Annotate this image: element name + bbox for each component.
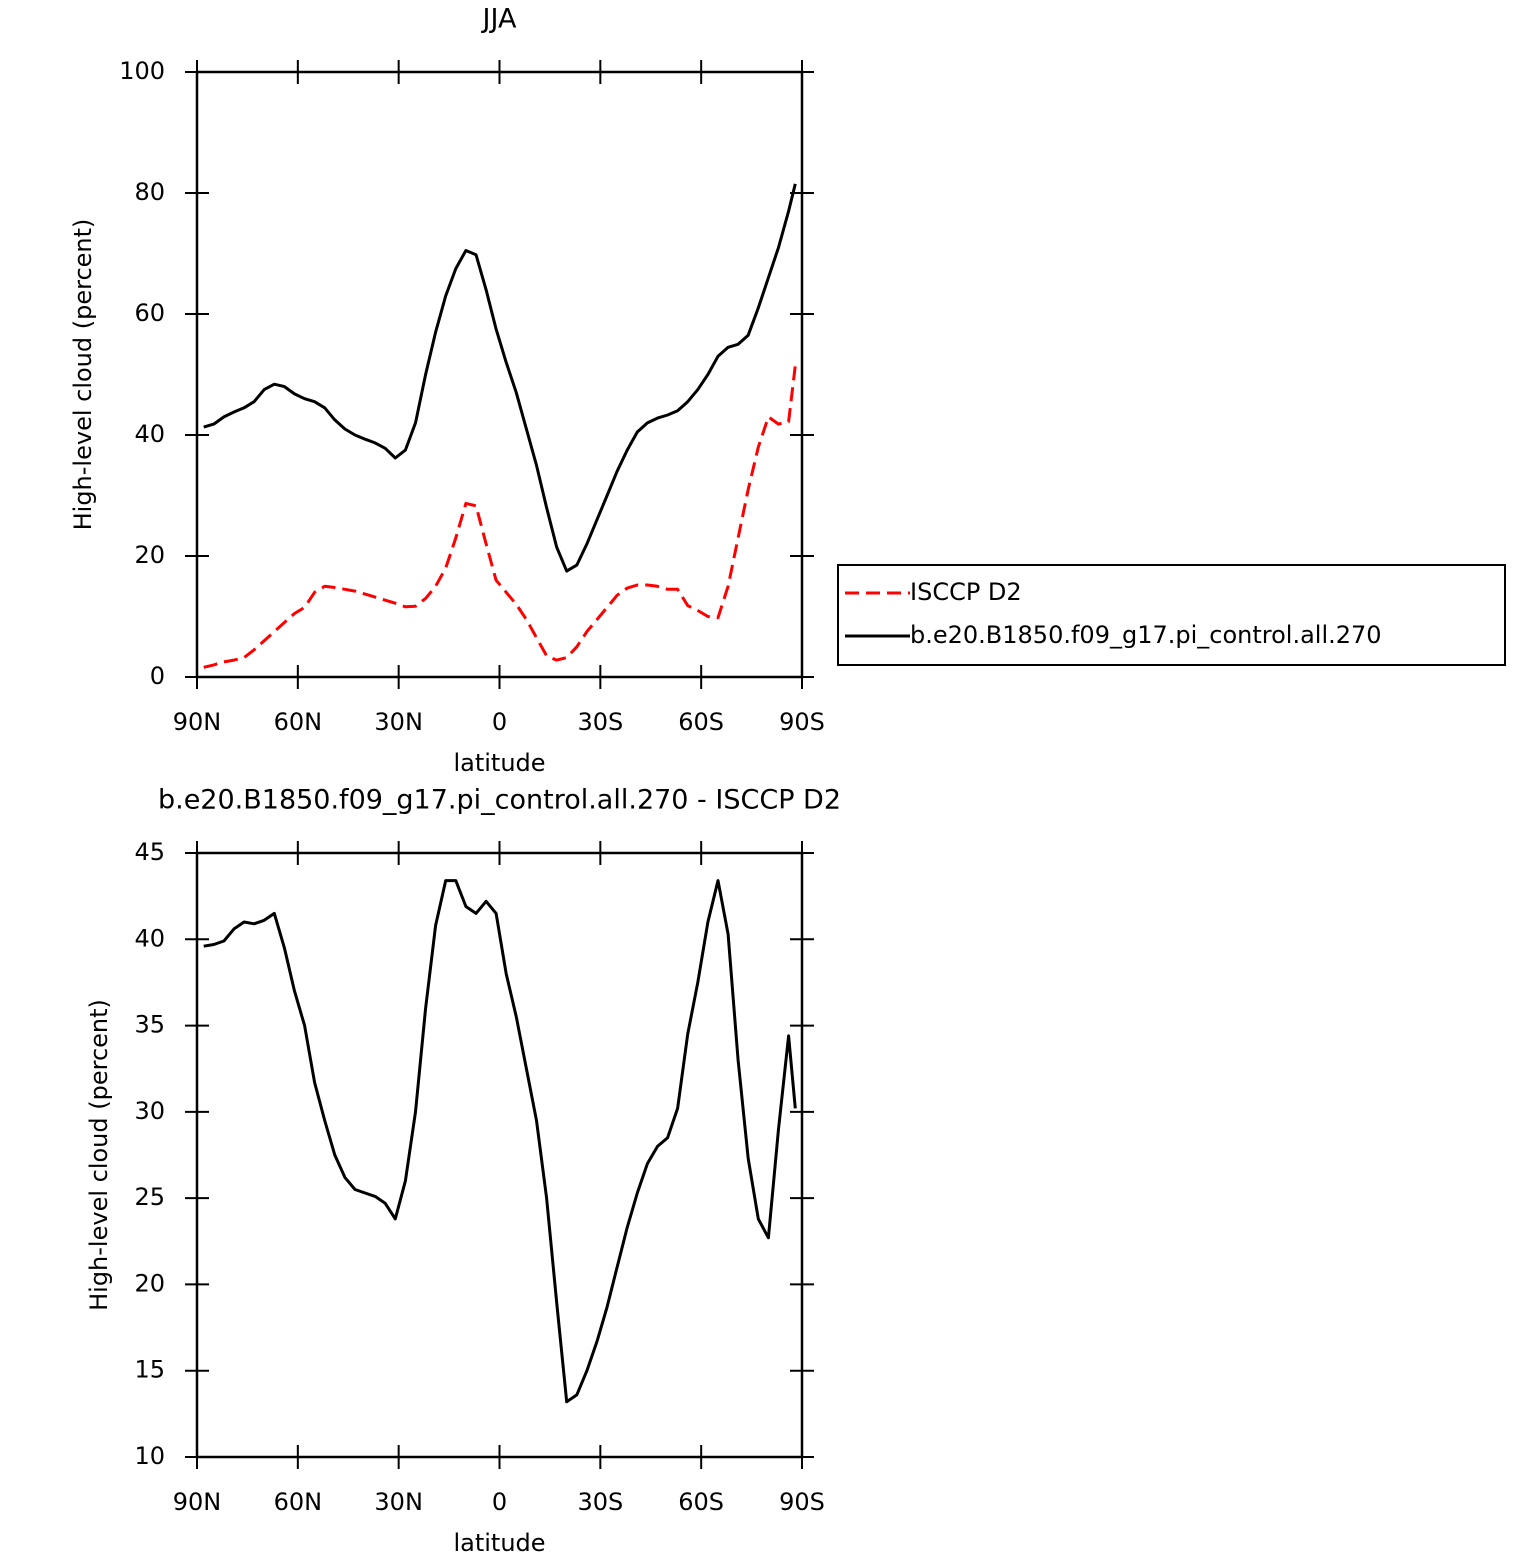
x-tick-label: 30S: [577, 708, 623, 736]
x-axis-label: latitude: [453, 749, 545, 777]
y-tick-label: 30: [134, 1097, 165, 1125]
y-tick-label: 25: [134, 1183, 165, 1211]
chart-title: JJA: [481, 4, 517, 35]
x-tick-label: 0: [492, 1488, 507, 1516]
x-tick-label: 60N: [274, 1488, 323, 1516]
chart-title: b.e20.B1850.f09_g17.pi_control.all.270 -…: [158, 785, 841, 816]
x-tick-label: 90S: [779, 1488, 825, 1516]
y-tick-label: 40: [134, 420, 165, 448]
x-tick-label: 90N: [173, 708, 222, 736]
y-tick-label: 60: [134, 299, 165, 327]
plot-frame: [195, 70, 804, 679]
y-tick-label: 15: [134, 1356, 165, 1384]
y-tick-label: 20: [134, 1269, 165, 1297]
x-tick-label: 90N: [173, 1488, 222, 1516]
y-tick-label: 80: [134, 178, 165, 206]
x-tick-label: 60S: [678, 1488, 724, 1516]
plot-frame: [195, 851, 804, 1459]
x-tick-label: 60N: [274, 708, 323, 736]
data-line: [203, 879, 797, 1404]
y-tick-label: 20: [134, 541, 165, 569]
x-tick-label: 0: [492, 708, 507, 736]
y-tick-label: 40: [134, 924, 165, 952]
x-tick-label: 30N: [374, 1488, 423, 1516]
data-line: [203, 183, 797, 573]
x-tick-label: 60S: [678, 708, 724, 736]
y-axis-label: High-level cloud (percent): [69, 219, 97, 531]
y-tick-label: 10: [134, 1442, 165, 1470]
legend-label: b.e20.B1850.f09_g17.pi_control.all.270: [910, 621, 1382, 649]
data-line: [203, 365, 797, 669]
y-tick-label: 0: [150, 662, 165, 690]
x-tick-label: 30N: [374, 708, 423, 736]
x-tick-label: 30S: [577, 1488, 623, 1516]
legend-label: ISCCP D2: [910, 578, 1022, 606]
y-axis-label: High-level cloud (percent): [85, 999, 113, 1311]
y-tick-label: 100: [119, 57, 165, 85]
y-tick-label: 45: [134, 838, 165, 866]
x-axis-label: latitude: [453, 1529, 545, 1557]
legend-box: [837, 564, 1506, 666]
y-tick-label: 35: [134, 1011, 165, 1039]
x-tick-label: 90S: [779, 708, 825, 736]
